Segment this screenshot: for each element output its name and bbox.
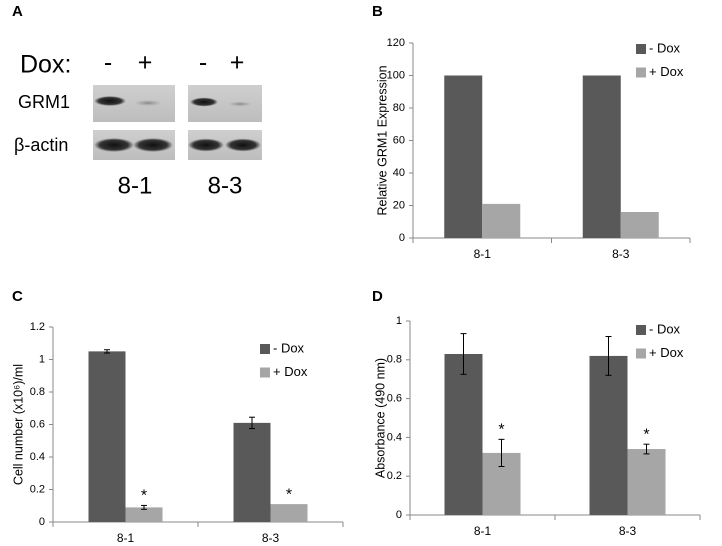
legend-label: - Dox xyxy=(273,340,305,355)
legend-swatch xyxy=(636,67,646,78)
x-tick-label: 8-3 xyxy=(619,524,637,538)
legend-swatch xyxy=(636,44,646,54)
row-label: β-actin xyxy=(14,135,68,155)
legend-label: - Dox xyxy=(649,40,681,55)
legend-swatch xyxy=(636,325,646,335)
error-bar xyxy=(643,443,650,455)
error-bar xyxy=(104,349,110,354)
bar xyxy=(270,504,308,522)
x-tick-label: 8-1 xyxy=(474,247,492,261)
y-tick-label: 0 xyxy=(39,516,45,528)
bar xyxy=(233,422,271,522)
y-tick-label: 1 xyxy=(396,315,402,327)
legend-label: + Dox xyxy=(273,364,308,379)
bar xyxy=(620,212,659,238)
panel-label: D xyxy=(372,288,383,305)
error-bar xyxy=(249,416,255,430)
y-axis-title: Cell number (x10⁶)/ml xyxy=(11,364,25,485)
significance-mark: * xyxy=(141,488,147,505)
legend-swatch xyxy=(260,367,270,378)
y-tick-label: 100 xyxy=(387,69,405,81)
bar xyxy=(125,507,163,522)
y-axis-title: Absorbance (490 nm) xyxy=(373,358,387,478)
legend-swatch xyxy=(260,344,270,354)
y-tick-label: 0.4 xyxy=(387,431,402,443)
bar xyxy=(444,75,483,238)
condition: + xyxy=(138,49,153,77)
condition: - xyxy=(199,49,207,77)
bar xyxy=(88,351,126,522)
bar xyxy=(589,355,628,515)
x-tick-label: 8-1 xyxy=(474,524,492,538)
legend-label: - Dox xyxy=(649,321,681,336)
y-axis-title: Relative GRM1 Expression xyxy=(375,65,389,215)
legend-label: + Dox xyxy=(649,64,684,79)
x-tick-label: 8-3 xyxy=(612,247,630,261)
significance-mark: * xyxy=(498,422,504,439)
y-tick-label: 0.2 xyxy=(387,470,402,482)
error-bar xyxy=(460,333,467,375)
y-tick-label: 20 xyxy=(393,199,405,211)
blot-image xyxy=(93,85,262,160)
legend-label: + Dox xyxy=(649,345,684,360)
panel-label: A xyxy=(12,3,23,20)
condition: + xyxy=(230,49,245,77)
y-tick-label: 80 xyxy=(393,102,405,114)
significance-mark: * xyxy=(286,486,292,503)
y-tick-label: 1 xyxy=(39,353,45,365)
y-tick-label: 0.8 xyxy=(387,354,402,366)
error-bar xyxy=(498,438,505,467)
bar xyxy=(627,449,666,515)
legend-swatch xyxy=(636,348,646,359)
panel-label: B xyxy=(372,3,383,20)
bar xyxy=(582,75,621,238)
y-tick-label: 0 xyxy=(396,509,402,521)
y-tick-label: 0.2 xyxy=(30,483,45,495)
dox-label: Dox: xyxy=(20,51,71,79)
significance-mark: * xyxy=(643,426,649,443)
y-tick-label: 60 xyxy=(393,134,405,146)
y-tick-label: 0.4 xyxy=(30,451,45,463)
error-bar xyxy=(141,504,147,510)
bar xyxy=(482,203,521,238)
condition: - xyxy=(104,49,112,77)
x-tick-label: 8-1 xyxy=(117,531,135,545)
line-label: 8-3 xyxy=(208,172,243,199)
panel-label: C xyxy=(12,288,23,305)
row-label: GRM1 xyxy=(18,92,70,112)
y-tick-label: 0 xyxy=(399,232,405,244)
y-tick-label: 0.6 xyxy=(30,418,45,430)
y-tick-label: 40 xyxy=(393,167,405,179)
error-bar xyxy=(605,336,612,376)
y-tick-label: 1.2 xyxy=(30,321,45,333)
y-tick-label: 120 xyxy=(387,37,405,49)
y-tick-label: 0.6 xyxy=(387,393,402,405)
x-tick-label: 8-3 xyxy=(262,531,280,545)
bar xyxy=(444,353,483,515)
line-label: 8-1 xyxy=(118,172,153,199)
y-tick-label: 0.8 xyxy=(30,386,45,398)
